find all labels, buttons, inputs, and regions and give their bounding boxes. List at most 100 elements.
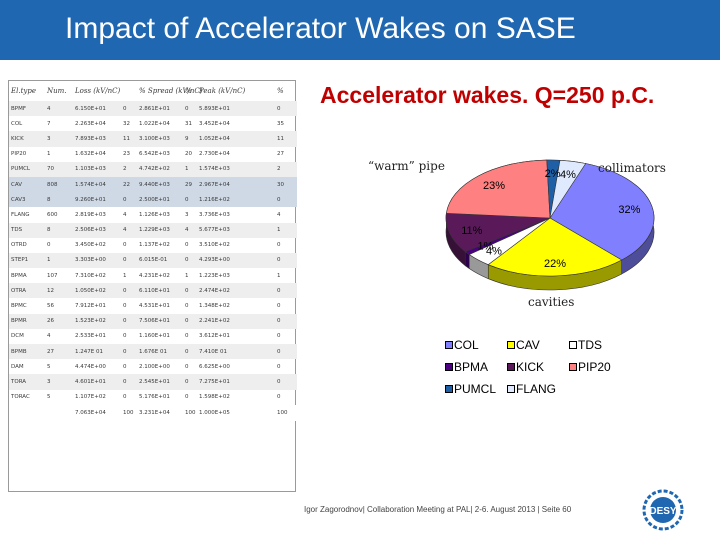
table-cell: KICK: [9, 131, 45, 147]
table-cell: 3.100E+03: [137, 131, 184, 147]
table-cell: 2.861E+01: [137, 101, 184, 117]
table-cell: 0: [121, 283, 138, 299]
table-cell: 1.247E 01: [73, 344, 121, 360]
legend-swatch: [445, 363, 453, 371]
table-cell: 2.730E+04: [199, 151, 230, 158]
totals-cell: [45, 404, 73, 421]
table-cell: 0: [121, 374, 138, 390]
table-row: KICK 3 7.893E+03 11 3.100E+03 9 1.052E+04 11: [9, 131, 298, 147]
table-cell: 6.625E+00: [199, 363, 230, 370]
table-row: FLANG 600 2.819E+03 4 1.126E+03 3 3.736E+03 4: [9, 207, 297, 222]
table-cell: 1: [45, 252, 73, 269]
table-cell: 4: [183, 222, 198, 238]
table-cell: 0: [183, 252, 198, 269]
totals-peak-percent: 100: [275, 404, 298, 421]
pie-label-flang: 4%: [560, 169, 576, 181]
table-cell: 4: [277, 211, 281, 218]
table-cell: 3.510E+02: [199, 242, 230, 249]
table-cell: 1.574E+03: [197, 161, 276, 177]
table-cell: 2.506E+03: [73, 222, 121, 238]
table-cell: PUMCL: [9, 161, 45, 177]
table-cell: 0: [183, 344, 198, 360]
table-cell: BPMC: [11, 303, 27, 310]
table-cell: 808: [45, 176, 73, 193]
table-cell: 0: [185, 333, 189, 340]
table-cell: 0: [277, 394, 281, 401]
table-cell: 5: [47, 394, 51, 401]
table-cell: 3: [45, 131, 73, 147]
table-cell: 0: [121, 313, 138, 329]
table-cell: 5: [47, 363, 51, 370]
legend-item-col: COL: [445, 338, 479, 352]
table-row: BPMB 27 1.247E 01 0 1.676E 01 0 7.410E 01 0: [9, 344, 298, 360]
table-row: CAV3 8 9.260E+01 0 2.500E+01 0 1.216E+02 0: [9, 192, 298, 208]
table-cell: 0: [123, 394, 127, 401]
table-cell: 1.050E+02: [73, 283, 121, 299]
table-cell: 7.506E+01: [137, 313, 184, 329]
pie-slices: [445, 159, 655, 291]
table-header-row: El.type Num. Loss (kV/nC) % Spread (kV/n…: [9, 81, 297, 101]
table-cell: 600: [47, 211, 58, 218]
table-cell: 2.263E+04: [75, 120, 106, 127]
table-cell: 26: [45, 313, 73, 329]
table-cell: 56: [47, 303, 54, 310]
table-cell: 31: [185, 120, 193, 127]
table-cell: 8: [45, 192, 73, 208]
table-cell: 22: [121, 176, 138, 193]
table-cell: 0: [185, 303, 189, 310]
table-row: DCM 4 2.533E+01 0 1.160E+01 0 3.612E+01 0: [9, 329, 297, 344]
slide-title: Impact of Accelerator Wakes on SASE: [65, 12, 576, 45]
table-cell: 0: [275, 283, 298, 299]
table-cell: 0: [185, 394, 189, 401]
table-cell: 5.176E+01: [139, 394, 170, 401]
pie-chart: 32%22%4%1%11%23%2% 4% “warm” pipe collima…: [368, 159, 666, 309]
table-cell: 32: [123, 120, 130, 127]
table-cell: 1: [275, 222, 298, 238]
pie-label-pip20: 23%: [483, 180, 505, 192]
table-cell: BPMB: [9, 344, 45, 360]
table-cell: 2.500E+01: [137, 192, 184, 208]
legend-item-tds: TDS: [569, 338, 602, 352]
pie-slice-cav: [487, 217, 623, 277]
table-cell: 6.015E-01: [137, 252, 184, 269]
table-row: COL 7 2.263E+04 32 1.022E+04 31 3.452E+04 35: [9, 116, 297, 131]
table-cell: 0: [183, 374, 198, 390]
table-row: BPMR 26 1.523E+02 0 7.506E+01 0 2.241E+02 0: [9, 313, 298, 329]
table-cell: 9.440E+03: [137, 176, 184, 193]
table-cell: 9: [183, 131, 198, 147]
table-cell: 6.110E+01: [137, 283, 184, 299]
table-cell: 70: [45, 161, 73, 177]
legend-item-flang: FLANG: [507, 382, 556, 396]
table-cell: STEP1: [9, 252, 45, 269]
pie-slice-col: [549, 163, 655, 261]
table-cell: 1.223E+03: [199, 272, 230, 279]
table-cell: 0: [121, 344, 138, 360]
table-cell: 1: [47, 151, 51, 158]
table-cell: 4.601E+01: [73, 374, 121, 390]
table-cell: 11: [121, 131, 138, 147]
table-row: BPMC 56 7.912E+01 0 4.531E+01 0 1.348E+02 0: [9, 298, 297, 313]
table-cell: 1: [123, 272, 127, 279]
table-cell: 4.231E+02: [139, 272, 170, 279]
table-cell: 3.612E+01: [199, 333, 230, 340]
legend-label: COL: [454, 338, 479, 352]
table-cell: 2: [275, 161, 298, 177]
legend-label: FLANG: [516, 382, 557, 396]
table-cell: BPMR: [9, 313, 45, 329]
table-cell: 4: [47, 333, 51, 340]
header-eltype: El.type: [11, 87, 36, 95]
legend-item-pumcl: PUMCL: [445, 382, 496, 396]
pie-label-tds: 4%: [486, 246, 502, 258]
table-row: BPMA 107 7.310E+02 1 4.231E+02 1 1.223E+03 1: [9, 268, 297, 283]
table-cell: 27: [277, 151, 285, 158]
table-cell: 4.531E+01: [139, 303, 170, 310]
table-cell: 0: [183, 101, 198, 117]
header-percent-2: %: [277, 87, 284, 95]
table-cell: 0: [275, 101, 298, 117]
table-cell: FLANG: [11, 211, 30, 218]
table-cell: 1.574E+04: [73, 176, 121, 193]
pie-slice-kick: [445, 213, 551, 252]
logo-text: DESY: [649, 506, 677, 517]
table-cell: 8: [45, 222, 73, 238]
legend-label: KICK: [516, 360, 545, 374]
